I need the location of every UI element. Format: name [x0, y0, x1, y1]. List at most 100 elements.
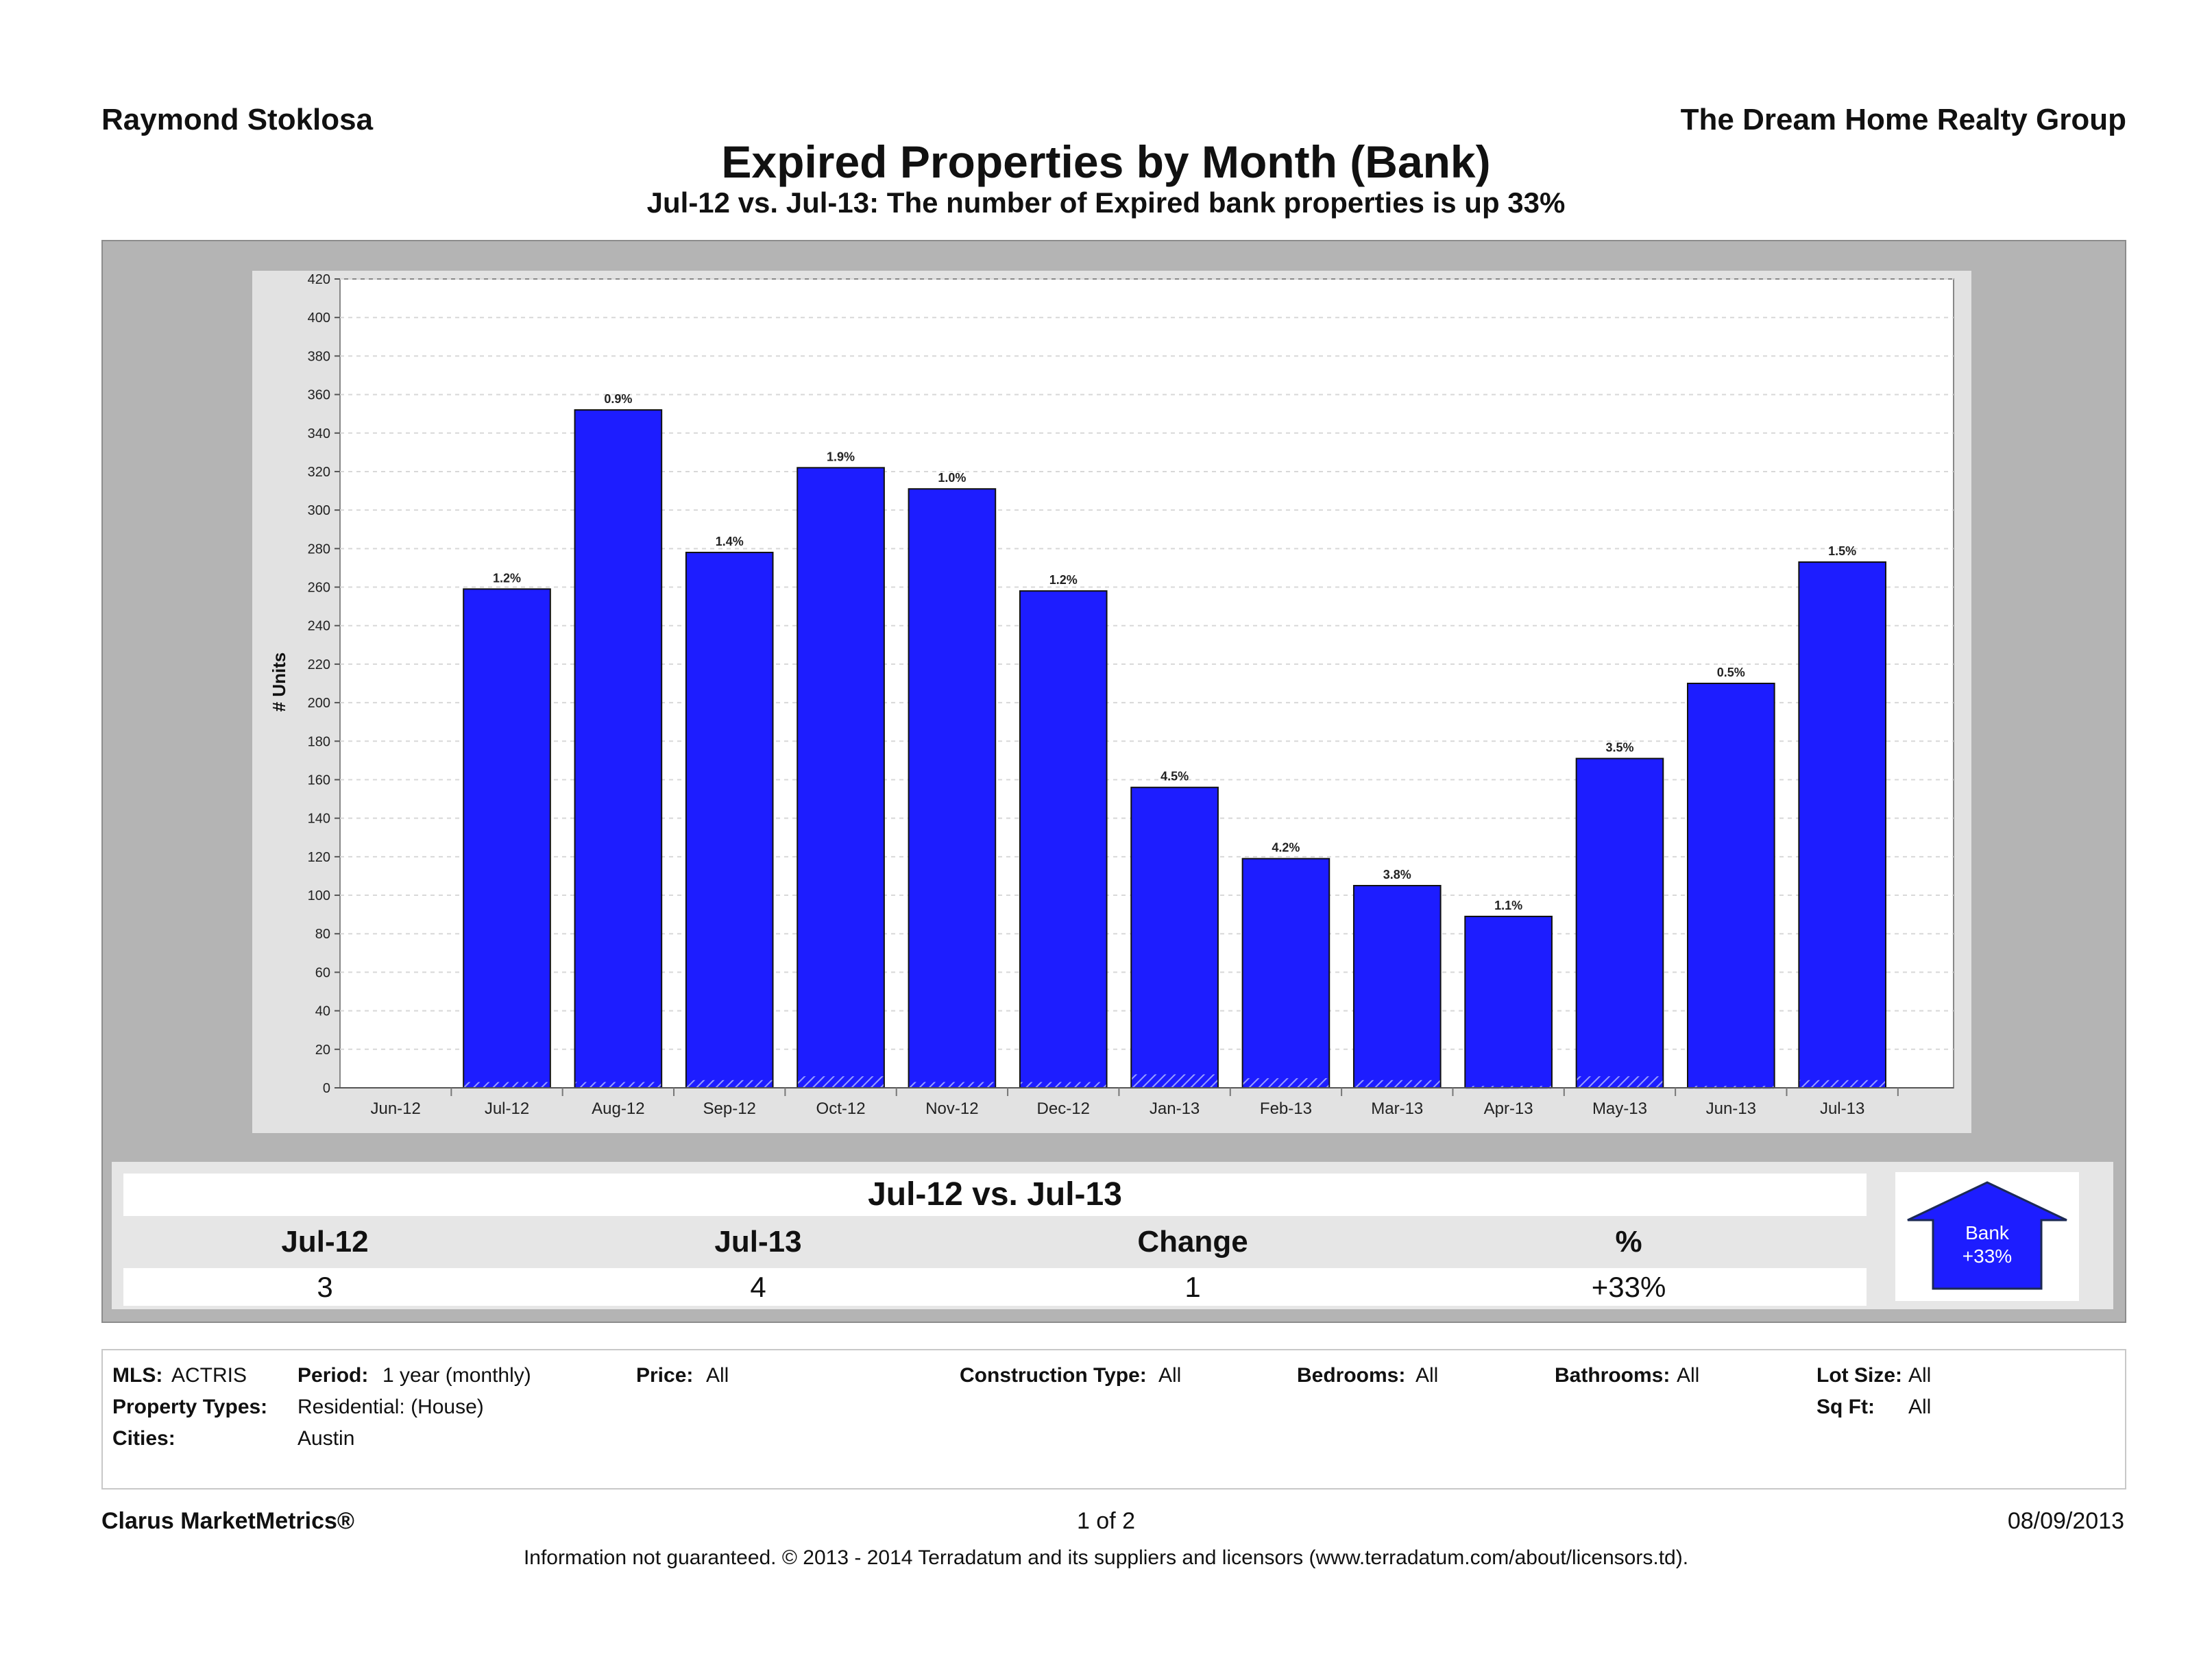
lotsize-label: Lot Size: [1816, 1364, 1902, 1387]
bar-jun-13 [1686, 683, 1775, 1089]
y-tick-label: 140 [308, 812, 330, 827]
filter-summary: MLS: ACTRIS Period: 1 year (monthly) Pri… [101, 1349, 2126, 1489]
period-value: 1 year (monthly) [382, 1364, 531, 1387]
data-label: 0.5% [1717, 666, 1745, 679]
x-tick-label: Oct-12 [816, 1099, 866, 1118]
x-tick-label: Mar-13 [1371, 1099, 1423, 1118]
hatched-bar-jul-12 [464, 1082, 550, 1088]
bar-jul-12 [463, 588, 551, 1089]
y-tick-label: 100 [308, 888, 330, 903]
bar-nov-12 [908, 488, 997, 1089]
x-tick-label: Apr-13 [1484, 1099, 1533, 1118]
price-label: Price: [636, 1364, 694, 1387]
col-label-jul12: Jul-12 [281, 1225, 369, 1258]
proptypes-value: Residential: (House) [297, 1396, 484, 1418]
bar-sep-12 [685, 551, 774, 1089]
bar-dec-12 [1019, 590, 1108, 1089]
data-label: 1.2% [493, 571, 521, 585]
bathrooms-label: Bathrooms: [1555, 1364, 1670, 1387]
mls-label: MLS: [112, 1364, 163, 1387]
construction-value: All [1158, 1364, 1182, 1387]
hatched-bar-nov-12 [909, 1082, 995, 1088]
sqft-label: Sq Ft: [1816, 1396, 1875, 1418]
data-label: 4.5% [1160, 770, 1189, 783]
y-tick-label: 280 [308, 542, 330, 557]
y-tick-label: 360 [308, 388, 330, 403]
data-label: 1.5% [1828, 544, 1856, 558]
y-tick-label: 220 [308, 657, 330, 672]
hatched-bar-aug-12 [575, 1082, 661, 1088]
mls-value: ACTRIS [171, 1364, 247, 1387]
y-tick-label: 160 [308, 773, 330, 788]
data-label: 4.2% [1272, 841, 1300, 855]
x-tick-label: Jun-12 [370, 1099, 420, 1118]
bedrooms-label: Bedrooms: [1297, 1364, 1406, 1387]
data-label: 1.2% [1049, 573, 1078, 587]
y-tick-label: 120 [308, 850, 330, 865]
hatched-bar-jul-13 [1799, 1080, 1885, 1088]
y-axis-label: # Units [269, 653, 289, 712]
hatched-bar-may-13 [1577, 1076, 1663, 1088]
cities-label: Cities: [112, 1427, 175, 1450]
y-tick-label: 80 [315, 927, 330, 942]
up-arrow-icon [1907, 1181, 2067, 1290]
hatched-bar-jan-13 [1132, 1074, 1217, 1088]
y-tick-label: 340 [308, 426, 330, 441]
chart-area: 1.2% 0.9% 1.4% 1.9% 1.0% 1.2% 4.5% 4.2% 3.8% 1.1%… [252, 271, 1971, 1133]
hatched-bar-dec-12 [1020, 1082, 1106, 1088]
y-tick-label: 420 [308, 272, 330, 287]
col-label-change: Change [1137, 1225, 1248, 1258]
y-tick-label: 300 [308, 503, 330, 518]
footer-brand: Clarus MarketMetrics® [101, 1508, 354, 1534]
sqft-value: All [1908, 1396, 1932, 1418]
report-date: 08/09/2013 [2007, 1508, 2124, 1534]
y-tick-label: 20 [315, 1043, 330, 1058]
value-jul12: 3 [317, 1271, 333, 1303]
bar-oct-12 [797, 467, 885, 1089]
comparison-labels: Jul-12 Jul-13 Change % [123, 1221, 1867, 1263]
period-label: Period: [297, 1364, 369, 1387]
data-label: 3.8% [1383, 868, 1411, 881]
x-tick-label: Nov-12 [925, 1099, 978, 1118]
price-value: All [706, 1364, 729, 1387]
x-tick-label: Jan-13 [1150, 1099, 1200, 1118]
arrow-label: Bank [1965, 1222, 2010, 1243]
value-jul13: 4 [750, 1271, 766, 1303]
x-tick-label: May-13 [1592, 1099, 1647, 1118]
data-label: 1.4% [716, 535, 744, 548]
comparison-values: 3 4 1 +33% [123, 1268, 1867, 1306]
hatched-bar-sep-12 [686, 1080, 773, 1088]
y-tick-label: 240 [308, 619, 330, 634]
x-tick-label: Sep-12 [703, 1099, 756, 1118]
hatched-bar-oct-12 [798, 1076, 884, 1088]
x-tick-label: Jun-13 [1706, 1099, 1756, 1118]
x-tick-label: Jul-13 [1820, 1099, 1864, 1118]
x-tick-label: Aug-12 [592, 1099, 644, 1118]
bar-mar-13 [1352, 885, 1442, 1089]
y-tick-label: 40 [315, 1004, 330, 1019]
chart-subtitle: Jul-12 vs. Jul-13: The number of Expired… [646, 186, 1566, 219]
bar-may-13 [1575, 757, 1664, 1089]
bathrooms-value: All [1677, 1364, 1700, 1387]
chart-title: Expired Properties by Month (Bank) [721, 136, 1491, 187]
trend-indicator: Bank +33% [1895, 1172, 2079, 1301]
bar-aug-12 [574, 409, 663, 1089]
x-tick-label: Feb-13 [1260, 1099, 1312, 1118]
hatched-bar-feb-13 [1243, 1078, 1329, 1088]
bar-feb-13 [1241, 858, 1330, 1089]
bar-jul-13 [1798, 561, 1886, 1089]
y-tick-label: 380 [308, 349, 330, 364]
company-name: The Dream Home Realty Group [1680, 103, 2126, 136]
data-label: 1.0% [938, 471, 966, 485]
y-tick-label: 400 [308, 311, 330, 326]
y-tick-label: 60 [315, 965, 330, 980]
bar-chart: 1.2% 0.9% 1.4% 1.9% 1.0% 1.2% 4.5% 4.2% 3.8% 1.1%… [269, 272, 1954, 1118]
y-tick-label: 260 [308, 581, 330, 596]
x-tick-label: Jul-12 [485, 1099, 529, 1118]
lotsize-value: All [1908, 1364, 1932, 1387]
hatched-bar-mar-13 [1354, 1080, 1440, 1088]
x-tick-label: Dec-12 [1037, 1099, 1090, 1118]
data-label: 3.5% [1605, 741, 1633, 755]
page-number: 1 of 2 [1076, 1508, 1136, 1534]
value-percent: +33% [1591, 1271, 1666, 1303]
